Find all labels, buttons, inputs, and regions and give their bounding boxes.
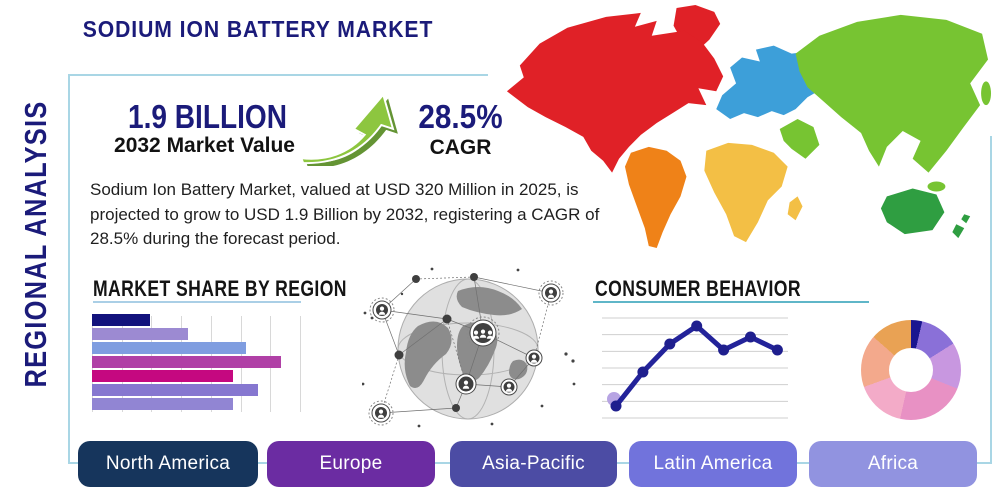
region-button-row: North America Europe Asia-Pacific Latin … (0, 441, 1000, 491)
data-point-4 (691, 320, 703, 332)
consumer-behavior-title: CONSUMER BEHAVIOR (595, 276, 801, 301)
map-madagascar (787, 196, 803, 221)
data-point-6 (745, 331, 756, 343)
network-node (466, 316, 500, 350)
growth-arrow-icon (299, 92, 398, 166)
bar-region-3 (92, 342, 246, 354)
world-map (506, 4, 992, 249)
map-island (927, 181, 946, 192)
map-asia (795, 14, 989, 173)
page-title: SODIUM ION BATTERY MARKET (82, 16, 434, 42)
network-node (500, 378, 518, 396)
data-point-2 (637, 366, 649, 378)
globe-landmass (509, 359, 528, 380)
network-node (452, 404, 460, 412)
map-south-america (624, 146, 687, 249)
bar-region-7 (92, 398, 234, 410)
bar-region-6 (92, 384, 259, 396)
panel-border-top (68, 74, 488, 76)
region-button-asia-pacific[interactable]: Asia-Pacific (450, 441, 617, 487)
network-nodes (368, 273, 564, 426)
market-value-caption: 2032 Market Value (114, 134, 295, 157)
bar-gridline (300, 316, 301, 412)
network-node (525, 349, 543, 367)
network-node (369, 297, 395, 323)
network-node (470, 273, 478, 281)
map-africa (704, 142, 788, 243)
donut-hole (889, 348, 933, 392)
side-label-regional-analysis: REGIONAL ANALYSIS (18, 100, 53, 388)
data-point-5 (718, 344, 730, 356)
network-node (442, 314, 452, 324)
network-node (368, 400, 394, 426)
panel-border-right (990, 136, 992, 464)
growth-arrow-body (299, 92, 395, 165)
market-value-stat: 1.9 BILLION (128, 98, 287, 135)
map-north-america (506, 12, 724, 173)
network-node (455, 373, 477, 395)
panel-border-left (68, 74, 70, 464)
cagr-caption: CAGR (429, 136, 492, 159)
globe-landmass (404, 321, 452, 388)
market-share-title: MARKET SHARE BY REGION (93, 276, 347, 301)
donut-chart (861, 320, 961, 420)
cagr-stat: 28.5% (418, 98, 503, 135)
line-chart (602, 317, 788, 419)
network-node (538, 280, 564, 306)
market-share-underline (93, 301, 301, 303)
data-point-1 (610, 400, 622, 412)
network-node (394, 350, 404, 360)
globe-landmass (456, 287, 522, 316)
region-button-europe[interactable]: Europe (267, 441, 435, 487)
bar-region-4 (92, 356, 282, 368)
bar-region-1 (92, 314, 151, 326)
consumer-behavior-underline (593, 301, 869, 303)
market-description: Sodium Ion Battery Market, valued at USD… (90, 180, 600, 249)
bar-chart (92, 314, 304, 416)
map-island (981, 81, 992, 106)
data-point-3 (664, 338, 676, 350)
map-new-zealand (952, 214, 971, 239)
globe-network-graphic (362, 267, 576, 428)
region-button-latin-america[interactable]: Latin America (629, 441, 797, 487)
region-button-africa[interactable]: Africa (809, 441, 977, 487)
network-node (412, 275, 420, 283)
map-middle-east (779, 119, 820, 159)
bar-region-5 (92, 370, 234, 382)
data-point-7 (771, 344, 783, 356)
region-button-north-america[interactable]: North America (78, 441, 258, 487)
map-australia (880, 188, 945, 235)
bar-region-2 (92, 328, 188, 340)
